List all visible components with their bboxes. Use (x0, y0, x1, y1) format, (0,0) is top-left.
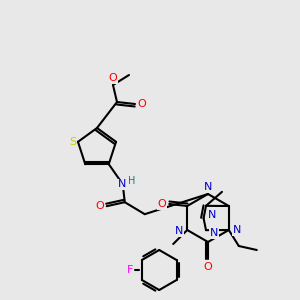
Text: N: N (210, 228, 218, 238)
Text: H: H (128, 176, 135, 186)
Text: N: N (207, 210, 216, 220)
Text: O: O (204, 262, 212, 272)
Text: O: O (158, 199, 167, 209)
Text: N: N (175, 226, 183, 236)
Text: N: N (118, 179, 126, 189)
Text: O: O (109, 73, 117, 83)
Text: N: N (204, 182, 212, 192)
Text: F: F (127, 265, 134, 275)
Text: S: S (69, 137, 76, 147)
Text: N: N (232, 225, 241, 235)
Text: O: O (95, 201, 104, 211)
Text: O: O (138, 99, 146, 109)
